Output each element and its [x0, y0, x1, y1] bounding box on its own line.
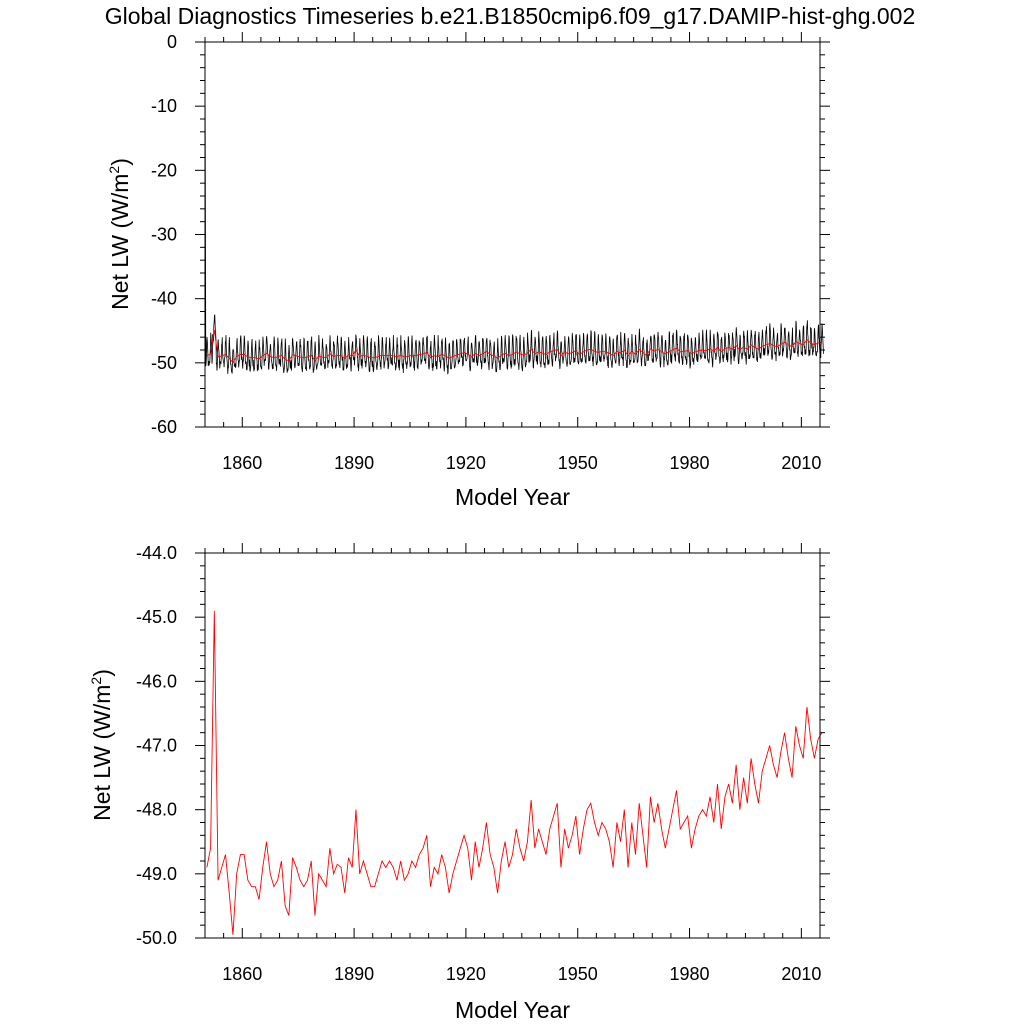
annual-net-lw-line [206, 610, 823, 935]
x-tick-label: 2010 [781, 964, 821, 984]
y-axis-label-close: ) [107, 158, 133, 166]
x-tick-label: 1950 [558, 453, 598, 473]
y-tick-label: -30 [151, 225, 177, 245]
y-axis-label-close: ) [89, 669, 115, 677]
y-tick-label: 0 [167, 32, 177, 52]
figure-title: Global Diagnostics Timeseries b.e21.B185… [105, 3, 916, 29]
plot-frame [204, 552, 821, 939]
y-tick-label: -49.0 [136, 864, 177, 884]
plot-frame [204, 41, 821, 428]
x-tick-label: 1890 [334, 964, 374, 984]
y-tick-label: -47.0 [136, 736, 177, 756]
y-axis-label-main: Net LW (W/m [89, 685, 115, 821]
y-axis-label: Net LW (W/m2) [88, 669, 115, 821]
y-tick-label: -44.0 [136, 543, 177, 563]
bottom-panel: 1860 1890 1920 1950 1980 2010 -44.0 -45.0 -46.0 -… [88, 543, 830, 1023]
monthly-net-lw-line [204, 106, 824, 375]
y-axis-label-superscript: 2 [106, 166, 122, 174]
y-tick-label: -10 [151, 96, 177, 116]
y-tick-label: -45.0 [136, 607, 177, 627]
x-tick-label: 1980 [670, 453, 710, 473]
y-axis-label-superscript: 2 [88, 677, 104, 685]
y-tick-label: -50 [151, 353, 177, 373]
x-tick-label: 1860 [222, 964, 262, 984]
y-tick-label: -20 [151, 160, 177, 180]
x-tick-label: 1950 [558, 964, 598, 984]
y-tick-label: -48.0 [136, 800, 177, 820]
y-tick-label: -46.0 [136, 671, 177, 691]
x-axis-label: Model Year [455, 997, 570, 1023]
y-tick-label: -40 [151, 289, 177, 309]
x-tick-label: 1980 [670, 964, 710, 984]
y-tick-label: -50.0 [136, 928, 177, 948]
x-tick-label: 1920 [446, 964, 486, 984]
x-tick-label: 1860 [222, 453, 262, 473]
x-axis-label: Model Year [455, 484, 570, 510]
y-tick-label: -60 [151, 417, 177, 437]
annual-net-lw-line [206, 330, 822, 364]
top-panel: 1860 1890 1920 1950 1980 2010 0 -10 -20 -30 -40 -50… [106, 32, 830, 510]
x-tick-label: 1920 [446, 453, 486, 473]
x-tick-label: 1890 [334, 453, 374, 473]
x-tick-label: 2010 [781, 453, 821, 473]
y-axis-label: Net LW (W/m2) [106, 158, 133, 310]
y-axis-label-main: Net LW (W/m [107, 174, 133, 310]
